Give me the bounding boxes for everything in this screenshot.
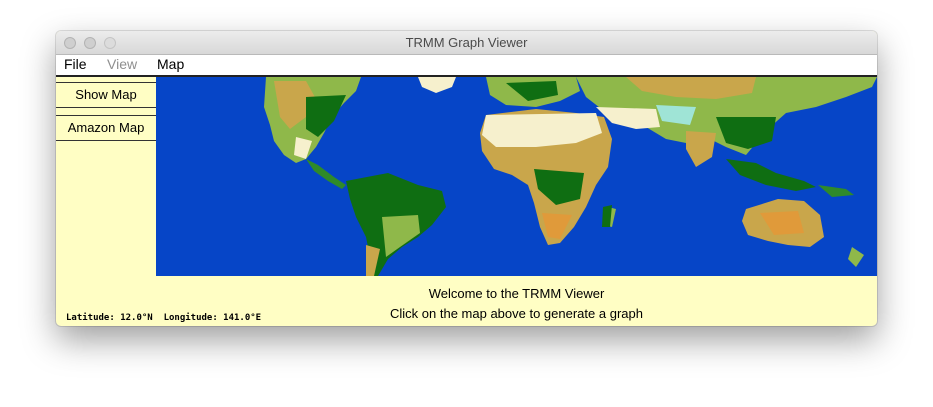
longitude-label: Longitude:: [163, 313, 218, 323]
menu-view[interactable]: View: [107, 56, 138, 72]
minimize-window-icon[interactable]: [84, 37, 96, 49]
title-bar: TRMM Graph Viewer: [56, 31, 877, 55]
welcome-text: Welcome to the TRMM Viewer: [428, 286, 605, 301]
close-window-icon[interactable]: [64, 37, 76, 49]
window-title: TRMM Graph Viewer: [405, 35, 528, 50]
coordinate-readout: Latitude: 12.0°N Longitude: 141.0°E: [66, 313, 261, 323]
world-land-cover-map-icon: [264, 77, 877, 276]
app-window: TRMM Graph Viewer File View Map Show Map…: [56, 31, 877, 326]
longitude-value: 141.0°E: [223, 313, 262, 323]
amazon-map-button[interactable]: Amazon Map: [56, 115, 156, 141]
menu-map[interactable]: Map: [157, 56, 185, 72]
show-map-button[interactable]: Show Map: [56, 82, 156, 108]
menu-file[interactable]: File: [64, 56, 87, 72]
world-map[interactable]: [156, 77, 877, 276]
latitude-label: Latitude:: [66, 313, 115, 323]
zoom-window-icon[interactable]: [104, 37, 116, 49]
latitude-value: 12.0°N: [120, 313, 153, 323]
menu-bar: File View Map: [56, 55, 877, 77]
instruction-text: Click on the map above to generate a gra…: [390, 306, 643, 321]
